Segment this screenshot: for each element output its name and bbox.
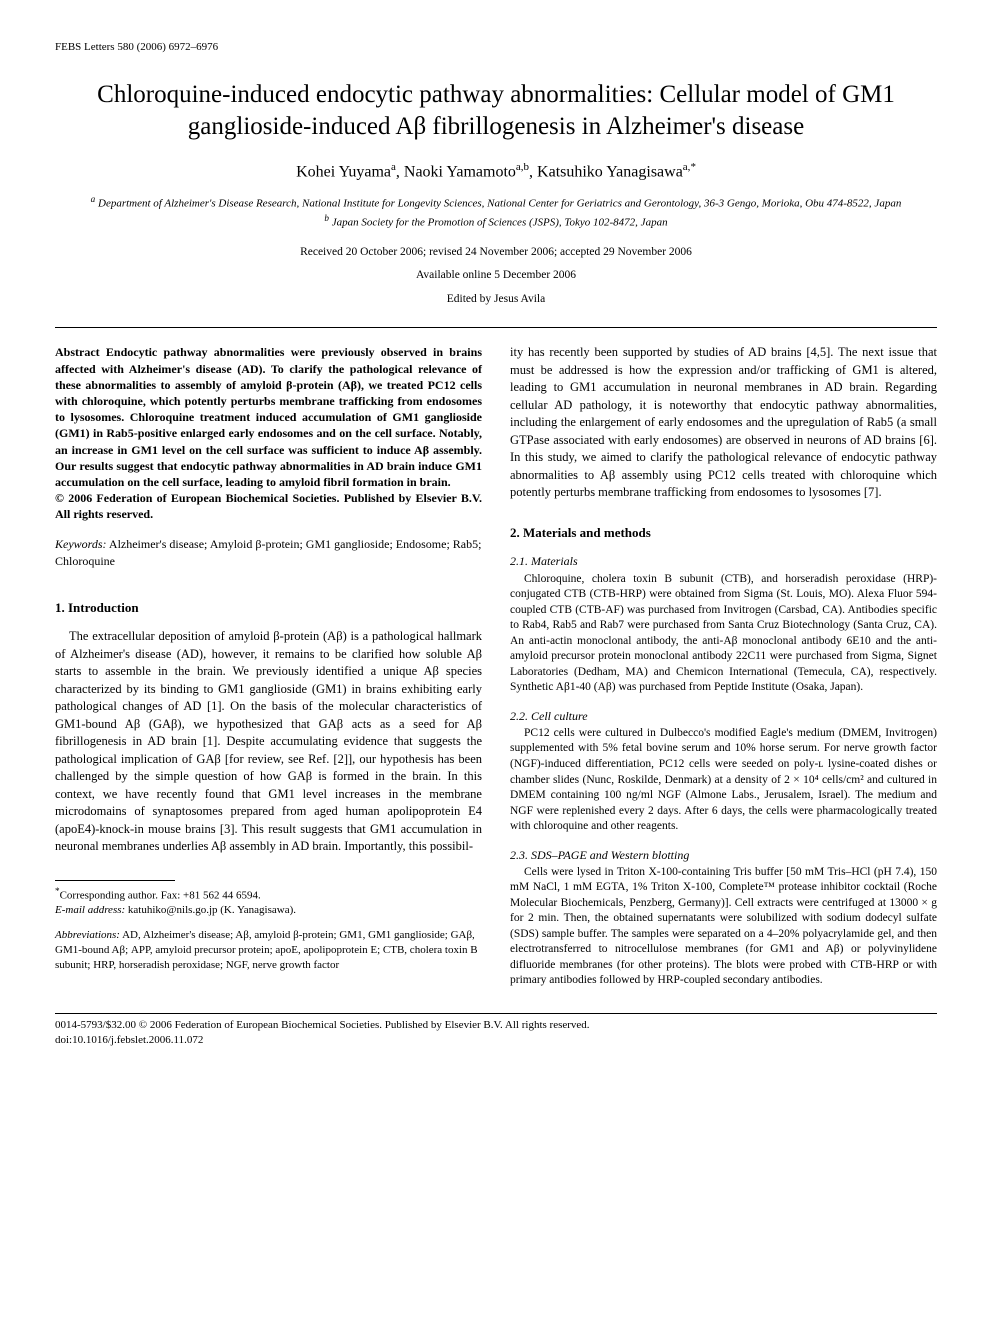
authors-line: Kohei Yuyamaa, Naoki Yamamotoa,b, Katsuh…	[55, 160, 937, 183]
footer-copyright: 0014-5793/$32.00 © 2006 Federation of Eu…	[55, 1019, 590, 1031]
subsection-22-text: PC12 cells were cultured in Dulbecco's m…	[510, 726, 937, 835]
footnote-email-text: katuhiko@nils.go.jp (K. Yanagisawa).	[125, 904, 296, 916]
journal-header: FEBS Letters 580 (2006) 6972–6976	[55, 40, 937, 55]
two-column-layout: Abstract Endocytic pathway abnormalities…	[55, 344, 937, 988]
section-1-title: 1. Introduction	[55, 599, 482, 617]
received-dates: Received 20 October 2006; revised 24 Nov…	[55, 245, 937, 261]
author-1: Kohei Yuyama	[296, 163, 391, 180]
subsection-23-title: 2.3. SDS–PAGE and Western blotting	[510, 847, 937, 863]
edited-by: Edited by Jesus Avila	[55, 292, 937, 308]
footnote-corresponding: *Corresponding author. Fax: +81 562 44 6…	[55, 885, 482, 904]
affiliations: a Department of Alzheimer's Disease Rese…	[55, 193, 937, 231]
footnote-rule	[55, 880, 175, 881]
intro-paragraph-2-continued: ity has recently been supported by studi…	[510, 344, 937, 502]
abstract-copyright: © 2006 Federation of European Biochemica…	[55, 491, 482, 521]
keywords-block: Keywords: Alzheimer's disease; Amyloid β…	[55, 536, 482, 568]
footnote-email-label: E-mail address:	[55, 904, 125, 916]
abstract-label: Abstract	[55, 345, 100, 359]
intro-paragraph-1: The extracellular deposition of amyloid …	[55, 628, 482, 856]
subsection-21-title: 2.1. Materials	[510, 553, 937, 569]
divider	[55, 327, 937, 328]
keywords-text: Alzheimer's disease; Amyloid β-protein; …	[55, 537, 481, 567]
author-1-sup: a	[391, 161, 396, 173]
footer: 0014-5793/$32.00 © 2006 Federation of Eu…	[55, 1013, 937, 1048]
available-date: Available online 5 December 2006	[55, 268, 937, 284]
subsection-21-text: Chloroquine, cholera toxin B subunit (CT…	[510, 572, 937, 696]
subsection-22-title: 2.2. Cell culture	[510, 708, 937, 724]
affil-a: Department of Alzheimer's Disease Resear…	[95, 197, 901, 209]
corresponding-mark: *	[690, 161, 696, 173]
author-2-sup: a,b	[516, 161, 529, 173]
abstract-text: Endocytic pathway abnormalities were pre…	[55, 345, 482, 489]
article-title: Chloroquine-induced endocytic pathway ab…	[55, 79, 937, 144]
footnote-corresponding-text: Corresponding author. Fax: +81 562 44 65…	[60, 890, 261, 902]
right-column: ity has recently been supported by studi…	[510, 344, 937, 988]
author-2: Naoki Yamamoto	[404, 163, 516, 180]
footnote-abbrev-label: Abbreviations:	[55, 929, 120, 941]
abstract-block: Abstract Endocytic pathway abnormalities…	[55, 344, 482, 522]
subsection-23-text: Cells were lysed in Triton X-100-contain…	[510, 865, 937, 989]
author-3: Katsuhiko Yanagisawa	[537, 163, 683, 180]
footnote-abbrev: Abbreviations: AD, Alzheimer's disease; …	[55, 928, 482, 973]
footnote-email: E-mail address: katuhiko@nils.go.jp (K. …	[55, 903, 482, 918]
affil-b: Japan Society for the Promotion of Scien…	[329, 216, 668, 228]
left-column: Abstract Endocytic pathway abnormalities…	[55, 344, 482, 988]
footer-doi: doi:10.1016/j.febslet.2006.11.072	[55, 1034, 203, 1046]
keywords-label: Keywords:	[55, 537, 107, 551]
section-2-title: 2. Materials and methods	[510, 524, 937, 542]
